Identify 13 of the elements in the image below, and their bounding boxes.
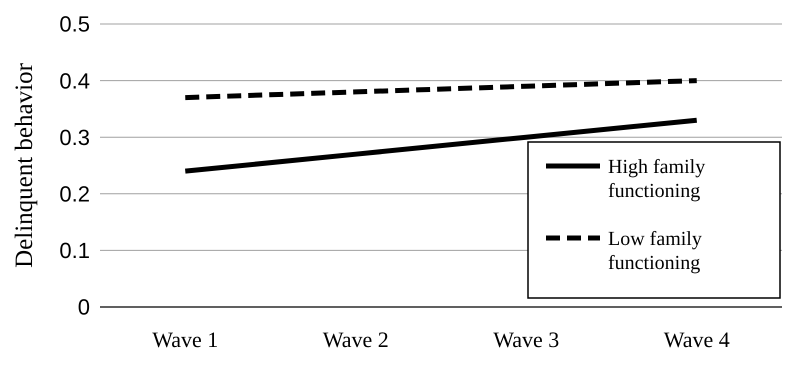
x-tick-label: Wave 3 xyxy=(493,327,560,352)
y-tick-label: 0 xyxy=(78,294,90,320)
x-tick-label: Wave 1 xyxy=(152,327,218,352)
x-tick-label: Wave 4 xyxy=(664,327,730,352)
y-tick-label: 0.2 xyxy=(59,182,90,206)
y-axis-title: Delinquent behavior xyxy=(11,62,38,268)
legend-label: Low family functioning xyxy=(608,228,702,274)
legend-label: High family functioning xyxy=(608,156,706,202)
y-tick-label: 0.4 xyxy=(59,68,90,94)
x-tick-label: Wave 2 xyxy=(322,327,389,352)
y-tick-label: 0.1 xyxy=(59,238,90,264)
y-tick-label: 0.5 xyxy=(59,12,90,37)
y-tick-label: 0.3 xyxy=(59,124,90,150)
